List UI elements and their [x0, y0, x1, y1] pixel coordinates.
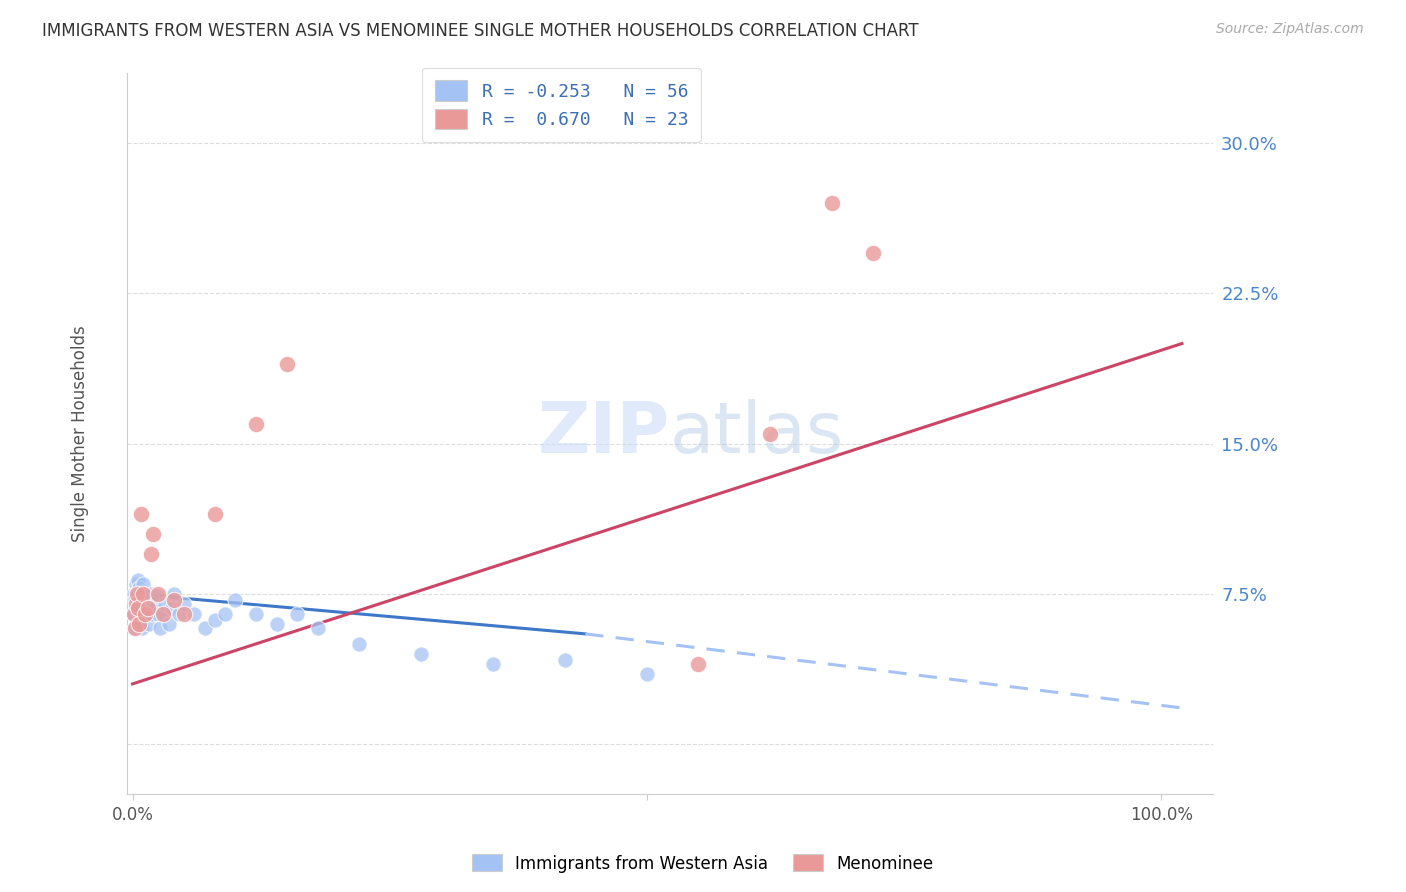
Point	[127, 573, 149, 587]
Point	[759, 426, 782, 441]
Point	[173, 607, 195, 621]
Point	[131, 621, 153, 635]
Point	[224, 592, 246, 607]
Text: IMMIGRANTS FROM WESTERN ASIA VS MENOMINEE SINGLE MOTHER HOUSEHOLDS CORRELATION C: IMMIGRANTS FROM WESTERN ASIA VS MENOMINE…	[42, 22, 918, 40]
Point	[276, 357, 298, 371]
Point	[214, 607, 236, 621]
Point	[125, 584, 148, 599]
Text: ZIP: ZIP	[538, 399, 671, 468]
Point	[142, 597, 165, 611]
Text: 100.0%: 100.0%	[1130, 806, 1192, 824]
Point	[132, 587, 155, 601]
Point	[124, 576, 146, 591]
Point	[409, 647, 432, 661]
Point	[128, 607, 150, 621]
Point	[134, 597, 156, 611]
Point	[128, 613, 150, 627]
Point	[152, 607, 174, 621]
Point	[139, 547, 162, 561]
Point	[124, 621, 146, 635]
Point	[132, 607, 155, 621]
Point	[131, 592, 153, 607]
Point	[129, 507, 152, 521]
Point	[193, 621, 215, 635]
Point	[125, 587, 148, 601]
Point	[142, 526, 165, 541]
Point	[129, 584, 152, 599]
Point	[155, 597, 177, 611]
Point	[128, 581, 150, 595]
Point	[136, 600, 159, 615]
Point	[139, 587, 162, 601]
Point	[149, 621, 172, 635]
Point	[481, 657, 503, 671]
Point	[127, 600, 149, 615]
Point	[204, 507, 226, 521]
Point	[122, 607, 145, 621]
Point	[862, 246, 884, 260]
Point	[124, 600, 146, 615]
Point	[554, 653, 576, 667]
Point	[139, 600, 162, 615]
Point	[143, 600, 166, 615]
Point	[183, 607, 205, 621]
Point	[245, 607, 267, 621]
Point	[136, 592, 159, 607]
Point	[167, 607, 190, 621]
Point	[134, 607, 156, 621]
Point	[157, 616, 180, 631]
Point	[266, 616, 288, 631]
Text: 0.0%: 0.0%	[111, 806, 153, 824]
Point	[124, 621, 146, 635]
Point	[135, 589, 157, 603]
Point	[128, 616, 150, 631]
Point	[245, 417, 267, 431]
Point	[122, 607, 145, 621]
Text: atlas: atlas	[671, 399, 845, 468]
Point	[125, 616, 148, 631]
Legend: Immigrants from Western Asia, Menominee: Immigrants from Western Asia, Menominee	[465, 847, 941, 880]
Point	[821, 196, 844, 211]
Point	[163, 592, 186, 607]
Point	[307, 621, 329, 635]
Point	[124, 592, 146, 607]
Point	[132, 587, 155, 601]
Point	[636, 666, 658, 681]
Text: Single Mother Households: Single Mother Households	[72, 326, 90, 542]
Point	[347, 637, 370, 651]
Point	[129, 600, 152, 615]
Point	[127, 597, 149, 611]
Point	[148, 587, 170, 601]
Point	[163, 587, 186, 601]
Point	[122, 587, 145, 601]
Point	[136, 607, 159, 621]
Point	[146, 589, 169, 603]
Point	[141, 607, 163, 621]
Point	[138, 616, 160, 631]
Text: Source: ZipAtlas.com: Source: ZipAtlas.com	[1216, 22, 1364, 37]
Point	[128, 592, 150, 607]
Point	[160, 600, 183, 615]
Point	[173, 597, 195, 611]
Point	[135, 600, 157, 615]
Point	[132, 576, 155, 591]
Point	[285, 607, 308, 621]
Point	[148, 607, 170, 621]
Legend: R = -0.253   N = 56, R =  0.670   N = 23: R = -0.253 N = 56, R = 0.670 N = 23	[422, 68, 702, 142]
Point	[124, 597, 146, 611]
Point	[152, 607, 174, 621]
Point	[204, 613, 226, 627]
Point	[688, 657, 710, 671]
